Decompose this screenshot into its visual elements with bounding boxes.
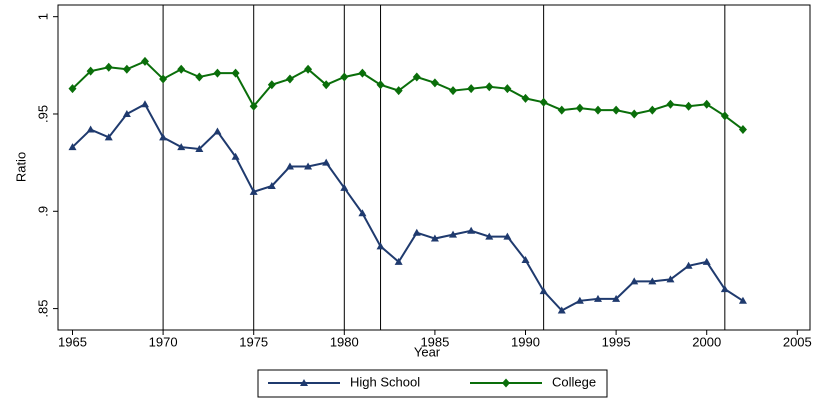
point (213, 127, 222, 135)
plot-frame (57, 4, 811, 331)
point (86, 125, 95, 133)
legend-label: College (552, 374, 596, 389)
point (122, 109, 131, 117)
x-tick-label: 1975 (239, 334, 268, 349)
series-line (71, 102, 744, 312)
point (322, 80, 331, 90)
point (104, 62, 113, 72)
point (412, 72, 421, 82)
point (648, 105, 657, 115)
point (630, 109, 639, 119)
point (376, 80, 385, 90)
point (467, 226, 476, 234)
x-tick-label: 1995 (602, 334, 631, 349)
point (738, 296, 747, 304)
point (702, 99, 711, 109)
point (86, 66, 95, 76)
point (449, 230, 458, 238)
point (720, 111, 729, 121)
point (285, 162, 294, 170)
point (503, 84, 512, 94)
point (267, 181, 276, 189)
point (285, 74, 294, 84)
point (575, 296, 584, 304)
point (485, 82, 494, 92)
legend-label: High School (350, 374, 420, 389)
y-axis-label: Ratio (13, 152, 28, 182)
point (666, 275, 675, 283)
point (630, 277, 639, 285)
point (249, 187, 258, 195)
point (467, 84, 476, 94)
point (340, 72, 349, 82)
point (213, 68, 222, 78)
point (177, 143, 186, 151)
x-tick-label: 1980 (330, 334, 359, 349)
point (340, 183, 349, 191)
point (358, 68, 367, 78)
point (593, 105, 602, 115)
x-tick-label: 2005 (783, 334, 812, 349)
x-tick-label: 1985 (420, 334, 449, 349)
point (177, 64, 186, 74)
point (575, 103, 584, 113)
point (612, 294, 621, 302)
y-tick-label: 1 (35, 13, 50, 20)
point (684, 261, 693, 269)
point (593, 294, 602, 302)
x-tick-label: 2000 (692, 334, 721, 349)
point (322, 158, 331, 166)
y-tick-label: .85 (35, 300, 50, 318)
point (485, 232, 494, 240)
point (249, 101, 258, 111)
point (412, 228, 421, 236)
point (231, 68, 240, 78)
y-tick-label: .9 (35, 206, 50, 217)
x-axis-label: Year (414, 344, 441, 359)
y-tick-label: .95 (35, 105, 50, 123)
point (159, 74, 168, 84)
point (195, 72, 204, 82)
point (140, 100, 149, 108)
x-tick-label: 1970 (149, 334, 178, 349)
point (521, 93, 530, 103)
point (430, 78, 439, 88)
point (702, 257, 711, 265)
point (612, 105, 621, 115)
point (394, 86, 403, 96)
point (394, 257, 403, 265)
series-line (71, 60, 744, 131)
point (195, 145, 204, 153)
point (430, 234, 439, 242)
point (521, 255, 530, 263)
point (68, 143, 77, 151)
point (539, 97, 548, 107)
point (502, 378, 510, 388)
point (267, 80, 276, 90)
point (557, 105, 566, 115)
point (449, 86, 458, 96)
point (300, 379, 308, 386)
point (304, 64, 313, 74)
point (376, 242, 385, 250)
x-tick-label: 1965 (58, 334, 87, 349)
point (720, 285, 729, 293)
point (140, 56, 149, 66)
x-tick-label: 1990 (511, 334, 540, 349)
point (539, 287, 548, 295)
point (648, 277, 657, 285)
point (358, 209, 367, 217)
point (738, 125, 747, 135)
point (666, 99, 675, 109)
point (68, 84, 77, 94)
point (557, 306, 566, 314)
point (159, 133, 168, 141)
point (304, 162, 313, 170)
point (122, 64, 131, 74)
point (503, 232, 512, 240)
point (104, 133, 113, 141)
point (231, 152, 240, 160)
point (684, 101, 693, 111)
